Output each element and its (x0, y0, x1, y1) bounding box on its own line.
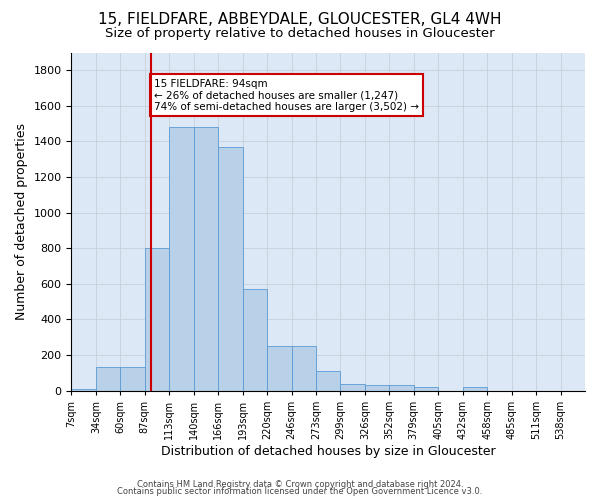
Bar (242, 289, 267, 390)
Bar (267, 346, 292, 391)
Bar (71, 389, 96, 390)
Bar (463, 387, 487, 390)
Text: Contains HM Land Registry data © Crown copyright and database right 2024.: Contains HM Land Registry data © Crown c… (137, 480, 463, 489)
Text: 15, FIELDFARE, ABBEYDALE, GLOUCESTER, GL4 4WH: 15, FIELDFARE, ABBEYDALE, GLOUCESTER, GL… (98, 12, 502, 28)
Bar (169, 127, 194, 390)
Bar (194, 127, 218, 390)
Bar (96, 368, 121, 390)
X-axis label: Distribution of detached houses by size in Gloucester: Distribution of detached houses by size … (161, 444, 496, 458)
Bar (365, 385, 389, 390)
Bar (145, 248, 169, 390)
Bar (292, 346, 316, 391)
Bar (316, 371, 340, 390)
Bar (414, 387, 438, 390)
Text: Size of property relative to detached houses in Gloucester: Size of property relative to detached ho… (105, 28, 495, 40)
Bar (389, 385, 414, 390)
Text: 15 FIELDFARE: 94sqm
← 26% of detached houses are smaller (1,247)
74% of semi-det: 15 FIELDFARE: 94sqm ← 26% of detached ho… (154, 78, 419, 112)
Text: Contains public sector information licensed under the Open Government Licence v3: Contains public sector information licen… (118, 487, 482, 496)
Bar (121, 368, 145, 390)
Y-axis label: Number of detached properties: Number of detached properties (15, 123, 28, 320)
Bar (218, 147, 242, 390)
Bar (340, 384, 365, 390)
